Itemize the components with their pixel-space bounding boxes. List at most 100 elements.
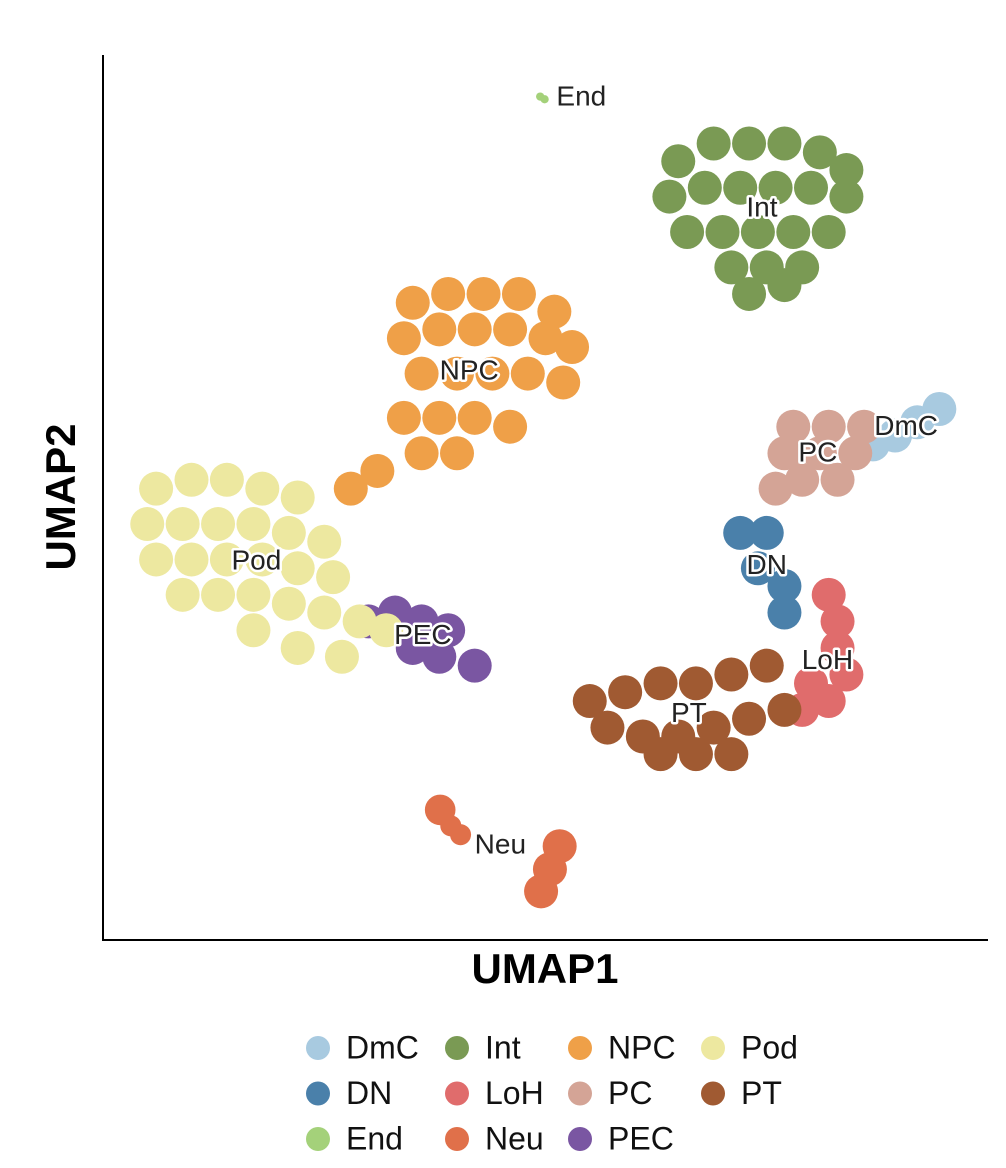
legend-marker: [445, 1081, 469, 1106]
legend-label: DN: [346, 1075, 392, 1111]
point: [431, 276, 466, 311]
point: [139, 542, 174, 577]
point: [404, 356, 439, 391]
point: [740, 551, 775, 586]
point: [678, 666, 713, 701]
legend-marker: [568, 1127, 592, 1151]
point: [922, 392, 957, 426]
points: [130, 92, 957, 909]
y-axis-title: UMAP2: [37, 423, 84, 570]
point: [466, 276, 501, 311]
point: [139, 471, 174, 506]
point: [829, 153, 864, 188]
cluster-label: DN: [747, 549, 787, 580]
point: [280, 630, 315, 665]
cluster-label: End: [556, 80, 606, 111]
legend-label: Neu: [485, 1120, 544, 1156]
point: [732, 276, 767, 311]
cluster-label: NPC: [440, 355, 499, 386]
point: [767, 268, 802, 303]
point: [794, 666, 828, 701]
point: [201, 507, 236, 542]
point: [493, 312, 528, 347]
point: [820, 604, 855, 639]
legend-label: End: [346, 1120, 403, 1156]
point: [236, 577, 271, 612]
point: [820, 462, 855, 497]
point: [342, 604, 377, 639]
point: [130, 507, 165, 542]
legend-marker: [568, 1081, 592, 1106]
point: [422, 312, 457, 347]
point: [802, 436, 837, 471]
legend-label: DmC: [346, 1029, 419, 1065]
point: [540, 95, 549, 104]
point: [838, 436, 873, 471]
point: [236, 507, 271, 542]
point: [749, 648, 784, 683]
point: [767, 569, 802, 603]
point: [165, 577, 200, 612]
point: [714, 737, 749, 772]
legend-marker: [701, 1036, 725, 1060]
point: [723, 515, 758, 550]
cluster-label: DmC: [874, 410, 938, 441]
point: [333, 471, 368, 506]
point: [431, 613, 466, 648]
cluster-label: PT: [671, 697, 707, 728]
legend-label: PEC: [608, 1120, 674, 1156]
legend-label: NPC: [608, 1029, 676, 1065]
point: [811, 215, 846, 249]
point: [776, 409, 811, 444]
point: [723, 170, 758, 205]
point: [280, 551, 315, 586]
point: [572, 684, 607, 719]
point: [369, 613, 404, 648]
point: [395, 630, 430, 665]
point: [422, 639, 457, 674]
point: [802, 135, 837, 170]
point: [271, 515, 306, 550]
point: [360, 453, 395, 488]
point: [678, 737, 713, 772]
point: [386, 321, 421, 356]
point: [404, 604, 439, 639]
point: [440, 436, 474, 471]
point: [440, 356, 474, 391]
point: [714, 657, 749, 692]
point: [404, 436, 439, 471]
cluster-label: Int: [746, 191, 777, 222]
legend-label: Pod: [741, 1029, 798, 1065]
point: [847, 409, 882, 444]
point: [422, 400, 457, 435]
point: [767, 126, 802, 161]
point: [307, 595, 342, 630]
point: [546, 365, 581, 400]
point: [555, 330, 590, 365]
point: [510, 356, 545, 391]
point: [245, 542, 280, 577]
point: [820, 630, 855, 665]
point: [165, 507, 200, 542]
point: [174, 462, 209, 497]
point: [643, 737, 678, 772]
point: [324, 639, 359, 674]
point: [590, 710, 625, 745]
legend-label: LoH: [485, 1075, 544, 1111]
point: [528, 321, 563, 356]
point: [201, 577, 236, 612]
x-axis-title: UMAP1: [471, 945, 618, 992]
legend-label: PC: [608, 1075, 652, 1111]
point: [209, 542, 244, 577]
point: [661, 144, 696, 179]
point: [475, 356, 510, 391]
cluster-labels: DmC DN End Int LoH Neu NPC PC PEC Pod PT: [229, 78, 941, 862]
point: [811, 577, 846, 612]
point: [608, 675, 643, 710]
point: [245, 471, 280, 506]
point: [829, 657, 864, 692]
point: [732, 126, 767, 161]
point: [457, 400, 492, 435]
